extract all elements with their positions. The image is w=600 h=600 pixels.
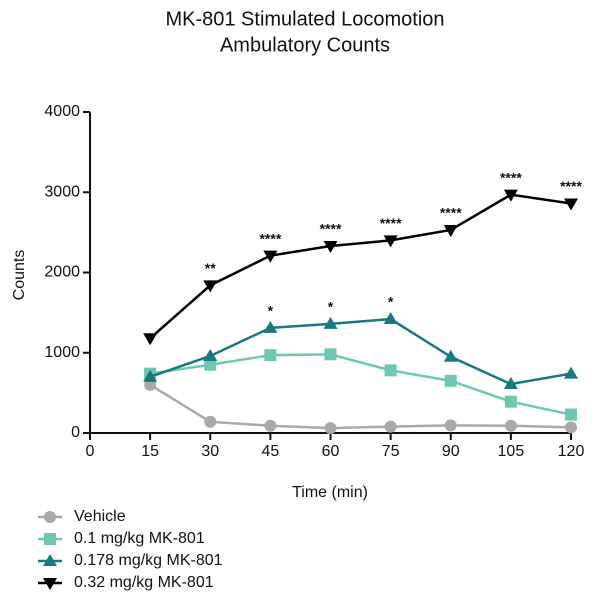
data-point — [324, 422, 337, 435]
series-line — [149, 193, 572, 340]
data-point — [264, 349, 277, 362]
data-point — [443, 224, 458, 237]
data-point — [204, 415, 217, 428]
data-point — [204, 358, 217, 371]
data-point — [564, 366, 578, 379]
data-point — [503, 377, 518, 390]
significance-label: ** — [205, 260, 216, 276]
x-axis-label: Time (min) — [292, 484, 368, 501]
data-point — [444, 374, 457, 387]
data-point — [324, 348, 337, 361]
x-tick-label: 120 — [558, 443, 585, 460]
data-point — [564, 198, 578, 211]
significance-label: **** — [500, 169, 522, 185]
significance-label: * — [388, 294, 394, 310]
x-tick-label: 30 — [201, 443, 219, 460]
significance-label: **** — [259, 230, 281, 246]
data-point — [383, 312, 398, 325]
data-point — [323, 316, 338, 329]
data-point — [384, 364, 397, 377]
x-tick-label: 105 — [498, 443, 525, 460]
data-point — [503, 189, 518, 202]
x-tick-label: 45 — [261, 443, 279, 460]
data-point — [504, 395, 517, 408]
significance-label: **** — [380, 215, 402, 231]
legend-marker — [44, 533, 56, 545]
x-tick-label: 0 — [86, 443, 95, 460]
data-point — [144, 378, 157, 391]
data-point — [565, 408, 577, 421]
series-line — [149, 317, 572, 386]
chart-title: Ambulatory Counts — [220, 34, 390, 56]
data-point — [143, 333, 158, 346]
data-point — [264, 419, 277, 432]
legend-label: Vehicle — [74, 508, 126, 525]
significance-label: * — [268, 303, 274, 319]
data-point — [263, 320, 278, 333]
significance-label: **** — [440, 205, 462, 221]
y-tick-label: 4000 — [44, 103, 80, 120]
data-point — [383, 235, 398, 248]
x-tick-label: 90 — [442, 443, 460, 460]
legend-label: 0.178 mg/kg MK-801 — [74, 552, 223, 569]
legend-marker — [43, 578, 57, 590]
significance-label: **** — [560, 178, 582, 194]
significance-label: * — [328, 299, 334, 315]
data-point — [384, 420, 397, 433]
legend-label: 0.1 mg/kg MK-801 — [74, 530, 205, 547]
legend-label: 0.32 mg/kg MK-801 — [74, 574, 214, 591]
data-point — [444, 419, 457, 432]
y-tick-label: 2000 — [44, 264, 80, 281]
y-tick-label: 0 — [71, 424, 80, 441]
data-point — [263, 250, 278, 263]
data-point — [443, 349, 458, 362]
data-point — [504, 419, 517, 432]
significance-label: **** — [320, 221, 342, 237]
series-line — [149, 353, 572, 416]
x-tick-label: 60 — [322, 443, 340, 460]
x-tick-label: 15 — [141, 443, 159, 460]
y-tick-label: 3000 — [44, 183, 80, 200]
y-tick-label: 1000 — [44, 344, 80, 361]
data-point — [143, 369, 158, 382]
data-point — [323, 241, 338, 254]
series-line — [149, 383, 572, 430]
y-axis-label: Counts — [11, 250, 28, 301]
legend-marker — [44, 511, 56, 523]
data-point — [203, 280, 218, 293]
data-point — [565, 421, 577, 434]
x-tick-label: 75 — [382, 443, 400, 460]
data-point — [203, 348, 218, 361]
chart-title: MK-801 Stimulated Locomotion — [165, 8, 444, 30]
legend-marker — [43, 554, 57, 566]
